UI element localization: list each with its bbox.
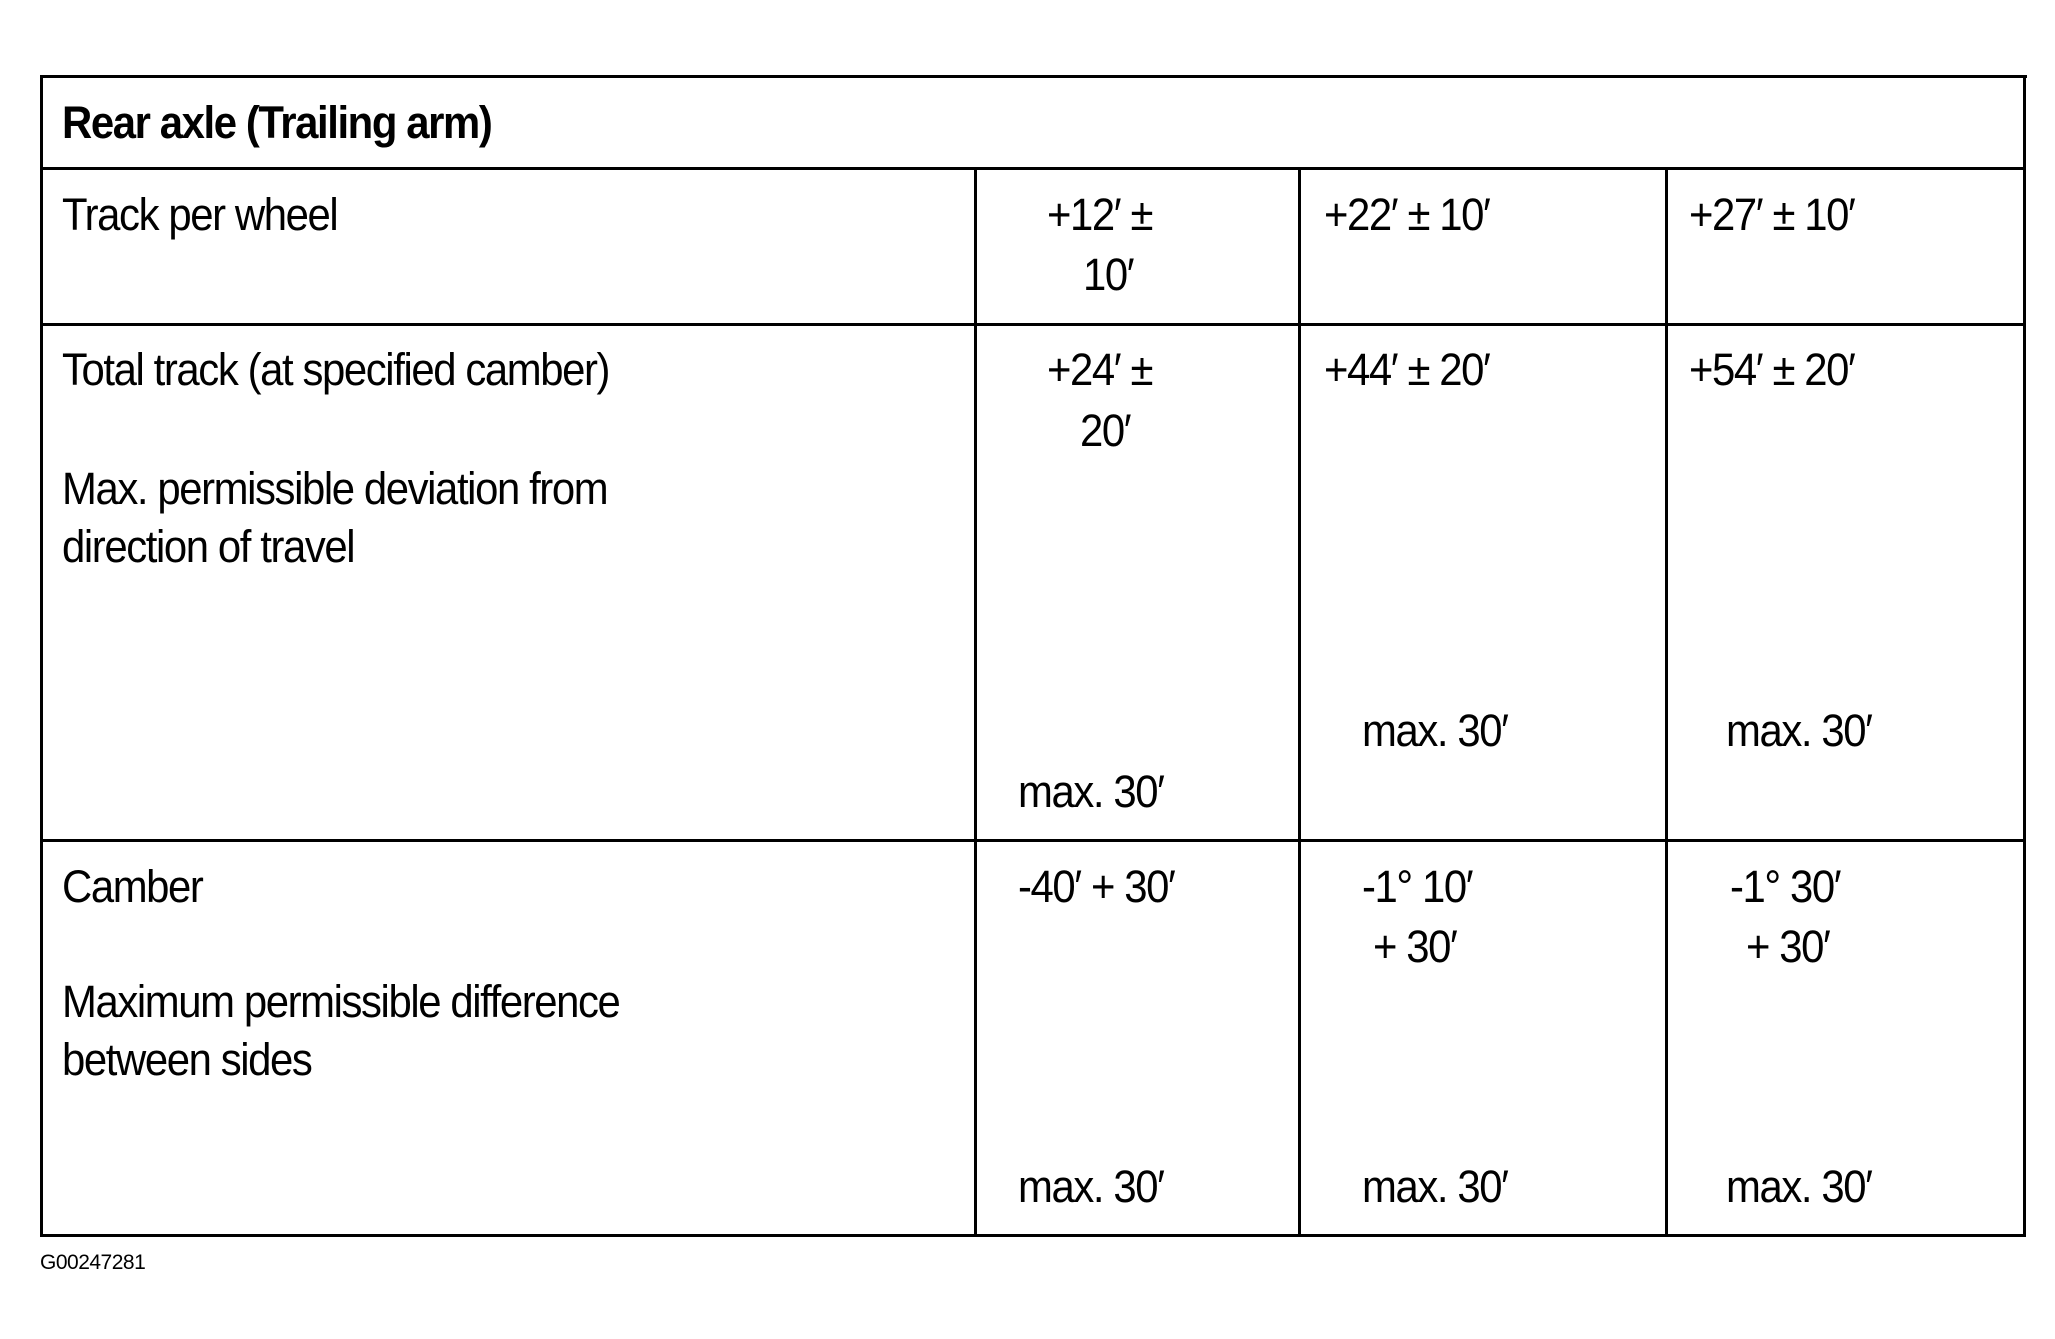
max-value: max. 30′ xyxy=(1726,1161,1873,1212)
table-border-top xyxy=(42,75,2027,78)
table-border-right xyxy=(2023,75,2026,1237)
cell-value: -1° 10′ xyxy=(1362,861,1474,912)
cell-value: + 30′ xyxy=(1373,921,1458,972)
row-sublabel: Maximum permissible difference xyxy=(62,976,621,1027)
row-label: Total track (at specified camber) xyxy=(62,344,610,395)
row-divider xyxy=(40,323,2025,326)
table-title: Rear axle (Trailing arm) xyxy=(62,97,493,148)
row-divider xyxy=(40,167,2025,170)
column-divider xyxy=(974,167,977,1237)
cell-value: +54′ ± 20′ xyxy=(1689,344,1856,395)
row-sublabel: direction of travel xyxy=(62,521,356,572)
max-value: max. 30′ xyxy=(1362,705,1509,756)
cell-value: +27′ ± 10′ xyxy=(1689,189,1856,240)
cell-value: -1° 30′ xyxy=(1730,861,1842,912)
column-divider xyxy=(1298,167,1301,1237)
cell-value: 10′ xyxy=(1083,249,1135,300)
max-value: max. 30′ xyxy=(1362,1161,1509,1212)
max-value: max. 30′ xyxy=(1018,1161,1165,1212)
max-value: max. 30′ xyxy=(1726,705,1873,756)
cell-value: +12′ ± xyxy=(1047,189,1153,240)
table-border-left xyxy=(40,75,43,1237)
row-divider xyxy=(40,839,2025,842)
cell-value: 20′ xyxy=(1080,405,1132,456)
max-value: max. 30′ xyxy=(1018,766,1165,817)
row-sublabel: between sides xyxy=(62,1034,313,1085)
cell-value: + 30′ xyxy=(1746,921,1831,972)
column-divider xyxy=(1665,167,1668,1237)
cell-value: +24′ ± xyxy=(1047,344,1153,395)
cell-value: +22′ ± 10′ xyxy=(1324,189,1491,240)
figure-id: G00247281 xyxy=(40,1251,146,1274)
table-border-bottom xyxy=(40,1234,2025,1237)
row-label: Track per wheel xyxy=(62,189,339,240)
row-sublabel: Max. permissible deviation from xyxy=(62,463,609,514)
cell-value: +44′ ± 20′ xyxy=(1324,344,1491,395)
cell-value: -40′ + 30′ xyxy=(1018,861,1176,912)
row-label: Camber xyxy=(62,861,204,912)
